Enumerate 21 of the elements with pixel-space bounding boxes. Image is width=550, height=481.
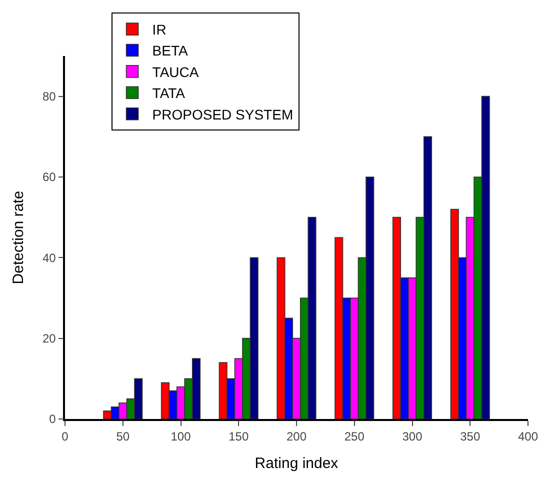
y-tick-label: 0 xyxy=(49,412,56,426)
y-tick-label: 80 xyxy=(42,90,56,104)
x-tick-label: 0 xyxy=(62,429,69,444)
x-tick-label: 200 xyxy=(286,429,307,444)
y-tick-label: 20 xyxy=(42,332,56,346)
x-tick-label: 250 xyxy=(344,429,365,444)
x-tick-label: 100 xyxy=(170,429,192,444)
x-tick-label: 350 xyxy=(460,429,480,444)
legend-label: TAUCA xyxy=(152,64,200,80)
y-axis-title: Detection rate xyxy=(10,190,28,284)
x-tick-label: 50 xyxy=(116,429,130,444)
x-tick-label: 300 xyxy=(402,429,423,444)
y-tick-label: 60 xyxy=(42,170,56,184)
x-tick-label: 400 xyxy=(518,429,538,444)
x-axis-title: Rating index xyxy=(254,454,339,472)
legend-label: TATA xyxy=(152,85,186,102)
legend-label: BETA xyxy=(152,42,188,59)
legend-label: PROPOSED SYSTEM xyxy=(152,106,294,122)
y-tick-label: 40 xyxy=(42,250,56,265)
legend-label: IR xyxy=(152,22,166,38)
x-tick-label: 150 xyxy=(228,429,249,444)
